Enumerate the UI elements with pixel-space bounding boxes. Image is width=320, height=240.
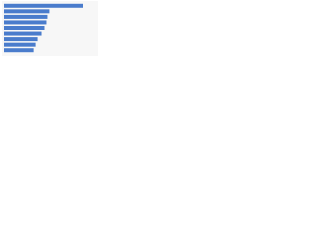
bar: [4, 3, 83, 8]
bar: [4, 20, 47, 25]
bar: [4, 14, 48, 19]
chart: [2, 1, 98, 56]
bar: [4, 26, 45, 30]
bar: [4, 31, 42, 36]
bar: [4, 42, 36, 47]
bar: [4, 48, 34, 53]
bar: [4, 37, 38, 42]
page: {"chart_data": {"type": "bar", "orientat…: [0, 0, 100, 71]
bar: [4, 9, 50, 14]
